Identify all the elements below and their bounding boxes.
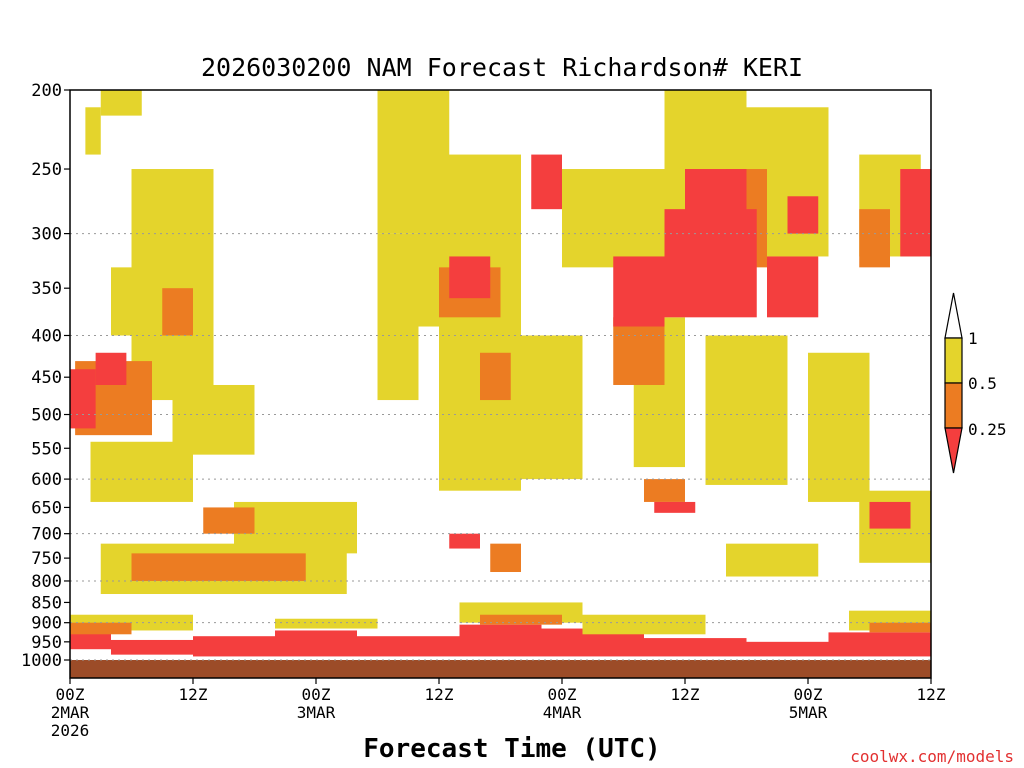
heatmap-cell bbox=[654, 501, 696, 513]
heatmap-cell bbox=[449, 256, 491, 299]
y-tick-label: 450 bbox=[31, 368, 62, 388]
heatmap-cell bbox=[767, 256, 819, 318]
heatmap-cell bbox=[644, 638, 747, 657]
y-tick-label: 750 bbox=[31, 549, 62, 569]
heatmap-cell bbox=[162, 288, 193, 336]
heatmap-cell bbox=[449, 533, 480, 549]
y-tick-label: 700 bbox=[31, 525, 62, 545]
heatmap-cell bbox=[459, 624, 542, 657]
colorbar: 1 0.5 0.25 bbox=[944, 292, 1007, 474]
x-tick-label: 12Z bbox=[179, 685, 208, 704]
y-tick-label: 550 bbox=[31, 439, 62, 459]
heatmap-cell bbox=[70, 369, 96, 429]
x-tick-label: 2MAR bbox=[51, 703, 90, 722]
heatmap-cell bbox=[480, 352, 511, 401]
y-tick-label: 1000 bbox=[21, 651, 62, 671]
heatmap-cell bbox=[100, 90, 142, 116]
heatmap-cell bbox=[828, 632, 931, 657]
colorbar-label: 0.25 bbox=[968, 420, 1007, 439]
heatmap-cell bbox=[521, 335, 583, 480]
heatmap-cell bbox=[193, 636, 275, 657]
y-tick-label: 650 bbox=[31, 498, 62, 518]
x-tick-label: 00Z bbox=[794, 685, 823, 704]
x-tick-label: 4MAR bbox=[543, 703, 582, 722]
y-tick-label: 600 bbox=[31, 470, 62, 490]
y-tick-label: 300 bbox=[31, 225, 62, 245]
x-tick-label: 00Z bbox=[56, 685, 85, 704]
heatmap-cell bbox=[377, 233, 419, 401]
plot-frame bbox=[69, 89, 932, 679]
heatmap-cell bbox=[111, 639, 193, 655]
x-tick-label: 12Z bbox=[425, 685, 454, 704]
colorbar-triangle-bottom bbox=[944, 427, 963, 474]
y-tick-label: 900 bbox=[31, 614, 62, 634]
heatmap-cell bbox=[357, 636, 460, 657]
heatmap-cell bbox=[869, 501, 911, 529]
heatmap-cell bbox=[685, 169, 747, 234]
x-tick-label: 5MAR bbox=[789, 703, 828, 722]
heatmap-cell bbox=[859, 209, 890, 268]
credit-text: coolwx.com/models bbox=[850, 747, 1014, 766]
heatmap-cell bbox=[705, 335, 788, 485]
heatmap-cell bbox=[275, 618, 378, 629]
heatmap-cell bbox=[644, 479, 685, 502]
y-tick-label: 500 bbox=[31, 406, 62, 426]
heatmap-cell bbox=[85, 107, 101, 155]
y-tick-label: 250 bbox=[31, 160, 62, 180]
x-tick-label: 00Z bbox=[302, 685, 331, 704]
chart-title: 2026030200 NAM Forecast Richardson# KERI bbox=[201, 53, 803, 82]
heatmap-cell bbox=[70, 622, 132, 635]
heatmap-cell bbox=[490, 543, 521, 573]
heatmap-cell bbox=[439, 317, 521, 491]
heatmap-cell bbox=[900, 169, 931, 257]
heatmap-cell bbox=[726, 543, 819, 577]
heatmap-cell bbox=[869, 622, 931, 633]
heatmap-cell bbox=[582, 614, 706, 635]
heatmap-cell bbox=[275, 630, 357, 657]
heatmap-cell bbox=[613, 317, 665, 385]
x-tick-label: 00Z bbox=[548, 685, 577, 704]
colorbar-band bbox=[944, 337, 963, 384]
colorbar-label: 1 bbox=[968, 329, 978, 348]
heatmap-cell bbox=[131, 553, 306, 581]
colorbar-triangle-top bbox=[944, 292, 963, 339]
heatmap-cells bbox=[70, 90, 931, 678]
heatmap-cell bbox=[480, 614, 562, 625]
heatmap-cell bbox=[70, 632, 111, 650]
y-tick-label: 350 bbox=[31, 279, 62, 299]
y-axis: 200 250 300 350 400 450 500 550 600 650 700 750 8008… bbox=[21, 81, 70, 671]
heatmap-cell bbox=[746, 641, 829, 657]
y-tick-label: 850 bbox=[31, 593, 62, 613]
x-axis-label: Forecast Time (UTC) bbox=[363, 734, 660, 764]
heatmap-cell bbox=[787, 196, 819, 234]
x-tick-label: 12Z bbox=[671, 685, 700, 704]
x-tick-label: 3MAR bbox=[297, 703, 336, 722]
y-tick-label: 800 bbox=[31, 572, 62, 592]
y-tick-label: 200 bbox=[31, 81, 62, 101]
heatmap-cell bbox=[531, 154, 562, 210]
colorbar-band bbox=[944, 382, 963, 429]
y-tick-label: 950 bbox=[31, 633, 62, 653]
heatmap-cell bbox=[95, 352, 127, 385]
heatmap-cell bbox=[613, 256, 665, 327]
heatmap-cell bbox=[203, 507, 255, 534]
x-tick-label: 2026 bbox=[51, 721, 90, 740]
colorbar-label: 0.5 bbox=[968, 374, 997, 393]
x-tick-label: 12Z bbox=[917, 685, 946, 704]
heatmap-cell bbox=[808, 352, 870, 502]
heatmap-cell bbox=[172, 384, 255, 455]
ground-fill bbox=[70, 660, 931, 678]
y-tick-label: 400 bbox=[31, 326, 62, 346]
